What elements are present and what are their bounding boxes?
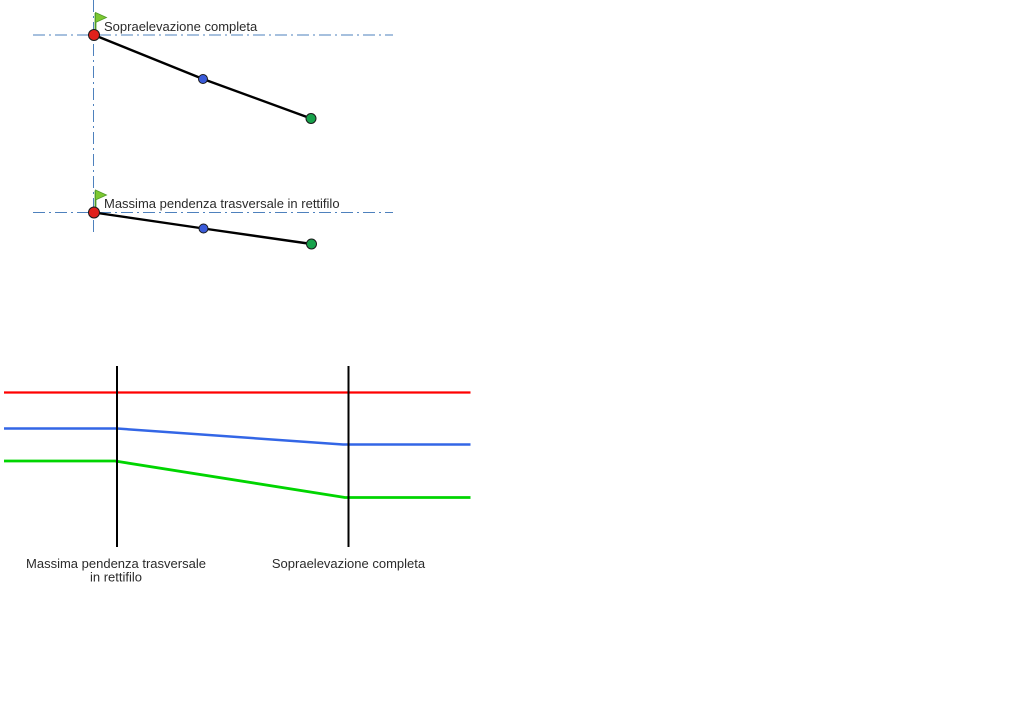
shoulder-point-marker[interactable] <box>305 113 317 124</box>
lane-edge-point-marker[interactable] <box>198 74 208 84</box>
centerline-point-marker[interactable] <box>88 29 100 41</box>
lane-edge-point-marker[interactable] <box>198 223 209 234</box>
cross-section-2-label: Massima pendenza trasversale in rettifil… <box>104 196 340 211</box>
blue-band-line[interactable] <box>4 427 471 446</box>
station-2-label: Sopraelevazione completa <box>272 556 426 571</box>
cross-section-geometry <box>88 29 317 250</box>
shoulder-point-marker[interactable] <box>306 238 317 250</box>
flag-pennant <box>95 11 108 24</box>
flag-pennant <box>95 189 108 201</box>
station-1-label-line-1: Massima pendenza trasversale <box>26 556 206 571</box>
green-band-line[interactable] <box>4 459 471 499</box>
superelevation-band-profile <box>4 366 471 547</box>
station-1-label-line-2: in rettifilo <box>90 570 142 585</box>
cross-section-1-label: Sopraelevazione completa <box>104 19 258 34</box>
centerline-point-marker[interactable] <box>88 206 100 219</box>
